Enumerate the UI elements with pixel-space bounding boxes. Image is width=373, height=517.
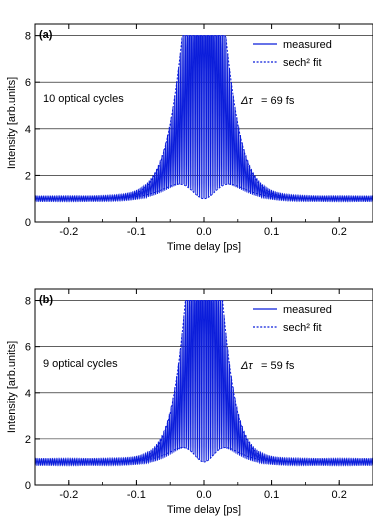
y-tick-label: 8 [25,296,31,308]
x-tick-label: -0.2 [59,226,78,238]
y-tick-label: 6 [25,77,31,89]
annotation-duration-value: = 59 fs [261,360,295,372]
legend-label-measured: measured [283,39,332,51]
annotation-duration-symbol: Δτ [240,360,253,372]
x-tick-label: 0.0 [196,489,211,501]
chart-panel-b: -0.2 -0.1 0.0 0.1 0.2 0 2 4 6 8 Time delay [ps] Int… [6,288,373,516]
fit-envelope-upper [35,35,373,200]
legend-label-fit: sech² fit [283,57,322,69]
y-axis-label: Intensity [arb.units] [6,77,18,169]
fit-envelope-lower [35,183,373,200]
fit-envelope-lower [35,447,373,463]
y-tick-label: 6 [25,342,31,354]
annotation-duration-value: = 69 fs [261,95,295,107]
annotation-duration-symbol: Δτ [240,95,253,107]
y-tick-label: 0 [25,217,31,229]
chart-panel-a: -0.2 -0.1 0.0 0.1 0.2 0 2 4 6 8 Time delay [ps] Int… [6,23,373,253]
plot-frame [34,23,373,223]
y-tick-label: 4 [25,124,31,136]
annotation-cycles: 9 optical cycles [43,358,118,370]
y-tick-label: 2 [25,170,31,182]
x-tick-label: -0.1 [127,226,146,238]
x-tick-label: 0.2 [332,489,347,501]
annotation-cycles: 10 optical cycles [43,93,124,105]
y-tick-label: 0 [25,480,31,492]
measured-trace [34,300,373,467]
x-tick-label: -0.1 [127,489,146,501]
x-axis-label: Time delay [ps] [167,504,241,516]
fit-envelope-upper [35,300,373,463]
y-tick-label: 2 [25,434,31,446]
y-axis-label: Intensity [arb.units] [6,341,18,433]
x-tick-label: 0.1 [264,226,279,238]
x-axis-label: Time delay [ps] [167,241,241,253]
y-tick-label: 8 [25,31,31,43]
panel-label: (a) [39,29,53,41]
x-tick-label: 0.1 [264,489,279,501]
measured-trace [34,35,373,203]
y-tick-label: 4 [25,388,31,400]
legend-label-fit: sech² fit [283,322,322,334]
legend-label-measured: measured [283,304,332,316]
panel-label: (b) [39,294,53,306]
x-tick-label: -0.2 [59,489,78,501]
x-tick-label: 0.0 [196,226,211,238]
plot-frame [34,288,373,486]
x-tick-label: 0.2 [332,226,347,238]
